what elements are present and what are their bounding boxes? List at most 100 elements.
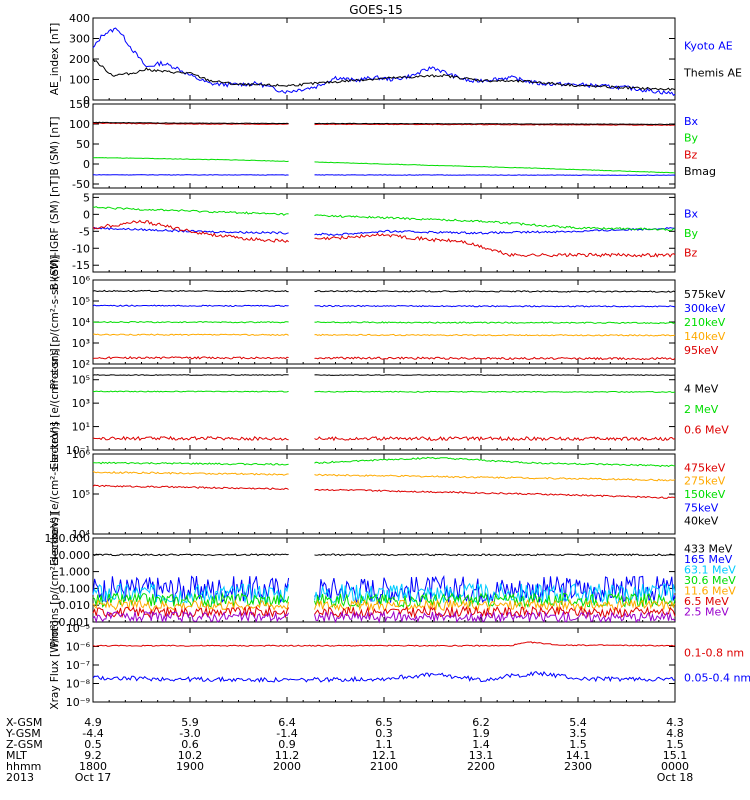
- panel-frame: [92, 17, 676, 101]
- ephemeris-value: 0000: [661, 760, 689, 773]
- y-axis-label: B (SM)-IGRF (SM) [nT]: [49, 176, 61, 291]
- panel-frame: [92, 193, 676, 273]
- y-tick-label: 10¹: [72, 421, 90, 434]
- legend-entry: Themis AE: [683, 67, 742, 80]
- ephemeris-value: 6.2: [472, 716, 490, 729]
- ephemeris-value: 0.9: [278, 738, 296, 751]
- y-tick-label: 10⁴: [72, 528, 91, 541]
- y-tick-label: 0: [83, 158, 90, 171]
- ephemeris-value: Oct 18: [657, 771, 694, 784]
- series-line: [92, 390, 676, 393]
- figure-title: GOES-15: [349, 3, 403, 17]
- panel-8: 10⁻⁹ 10⁻⁸ 10⁻⁷ 10⁻⁶ 10⁻⁵ Xray Flux [W/m²] 0.1-…: [49, 620, 750, 709]
- series-line: [92, 591, 676, 609]
- y-tick-label: 10⁻⁹: [66, 696, 90, 709]
- legend-entry: 63.1 MeV: [684, 564, 736, 577]
- ephemeris-value: 4.8: [666, 727, 684, 740]
- y-tick-label: 5: [83, 191, 90, 204]
- y-axis-label: Protons [p/(cm²-s-sr-keV)]: [49, 255, 61, 390]
- y-tick-label: 200: [69, 53, 90, 66]
- legend-entry: Kyoto AE: [684, 39, 733, 52]
- series-line: [92, 333, 676, 337]
- y-tick-label: 10⁵: [72, 374, 90, 387]
- y-tick-label: -15: [72, 259, 90, 272]
- series-line: [92, 355, 676, 361]
- ephemeris-value: 1.5: [666, 738, 684, 751]
- y-tick-label: -5: [79, 225, 90, 238]
- y-axis-label: B (SM) [nT]: [49, 116, 61, 175]
- ephemeris-value: 6.4: [278, 716, 296, 729]
- y-tick-label: 10⁻⁸: [66, 678, 91, 691]
- y-tick-label: 10⁻⁶: [66, 641, 91, 654]
- legend-entry: 2.5 MeV: [684, 606, 729, 619]
- legend-entry: 0.05-0.4 nm: [684, 671, 750, 684]
- series-line: [92, 122, 675, 126]
- ephemeris-value: 6.5: [375, 716, 393, 729]
- ephemeris-value: 1800: [79, 760, 107, 773]
- legend-entry: By: [684, 227, 699, 240]
- ephemeris-value: 0.3: [375, 727, 393, 740]
- y-tick-label: 10⁵: [72, 488, 90, 501]
- ephemeris-value: 15.1: [663, 749, 688, 762]
- ephemeris-value: 1.5: [569, 738, 587, 751]
- y-axis-label: Electrons [e/(cm²-s-sr)]: [49, 348, 61, 469]
- ephemeris-value: 5.9: [181, 716, 199, 729]
- y-tick-label: 10⁻⁵: [66, 622, 90, 635]
- legend-entry: 0.6 MeV: [684, 424, 729, 437]
- legend-entry: By: [684, 132, 699, 145]
- ephemeris-value: 0.6: [181, 738, 199, 751]
- panel-frame: [92, 453, 676, 535]
- ephemeris-value: 2200: [467, 760, 495, 773]
- ephemeris-value: 14.1: [566, 749, 591, 762]
- ephemeris-value: 3.5: [569, 727, 587, 740]
- legend-entry: 300keV: [684, 302, 726, 315]
- ephemeris-row-label: Y-GSM: [5, 727, 41, 740]
- y-tick-label: 0.100: [59, 582, 91, 595]
- y-tick-label: 50: [76, 138, 90, 151]
- ephemeris-value: -3.0: [179, 727, 200, 740]
- series-line: [92, 121, 676, 126]
- legend-entry: 75keV: [684, 501, 719, 514]
- legend-entry: 433 MeV: [684, 543, 733, 556]
- legend-entry: 475keV: [684, 461, 726, 474]
- ephemeris-value: 1.9: [472, 727, 490, 740]
- legend-entry: 0.1-0.8 nm: [684, 647, 744, 660]
- series-line: [92, 484, 676, 499]
- series-line: [92, 58, 676, 92]
- series-line: [92, 471, 676, 482]
- y-tick-label: 10⁻⁷: [66, 659, 90, 672]
- y-tick-label: 10⁵: [72, 295, 90, 308]
- ephemeris-value: -4.4: [82, 727, 103, 740]
- y-tick-label: 10³: [72, 397, 90, 410]
- series-line: [92, 219, 676, 258]
- y-tick-label: 10³: [72, 337, 90, 350]
- ephemeris-value: 5.4: [569, 716, 587, 729]
- panel-4: 10² 10³ 10⁴ 10⁵ 10⁶ Protons [p/(cm²-s-sr-keV)…: [49, 255, 726, 390]
- ephemeris-value: 4.3: [666, 716, 684, 729]
- y-tick-label: 10.000: [52, 549, 91, 562]
- legend-entry: 575keV: [684, 288, 726, 301]
- y-axis-label: Protons [p/(cm²-s-sr-keV)]: [49, 513, 61, 648]
- y-tick-label: 0: [83, 208, 90, 221]
- y-tick-label: 10⁻¹: [66, 444, 90, 457]
- ephemeris-value: -1.4: [276, 727, 297, 740]
- ephemeris-value: 13.1: [469, 749, 494, 762]
- ephemeris-value: 2100: [370, 760, 398, 773]
- ephemeris-row-label: Z-GSM: [6, 738, 43, 751]
- series-line: [92, 320, 676, 325]
- y-tick-label: 100: [69, 74, 90, 87]
- y-axis-label: AE_index [nT]: [49, 23, 61, 95]
- y-tick-label: 300: [69, 33, 90, 46]
- series-line: [92, 435, 676, 442]
- y-tick-label: 10⁶: [72, 448, 91, 461]
- ephemeris-value: 1.1: [375, 738, 393, 751]
- panel-7: 0.001 0.010 0.100 1.000 10.000 100.000Protons…: [45, 513, 737, 648]
- legend-entry: 165 MeV: [684, 553, 733, 566]
- ephemeris-value: 10.2: [178, 749, 203, 762]
- legend-entry: 210keV: [684, 316, 726, 329]
- legend-entry: Bz: [684, 247, 698, 260]
- panel-1: 0 100 200 300 400 AE_index [nT] Kyoto AE Themis…: [49, 12, 742, 107]
